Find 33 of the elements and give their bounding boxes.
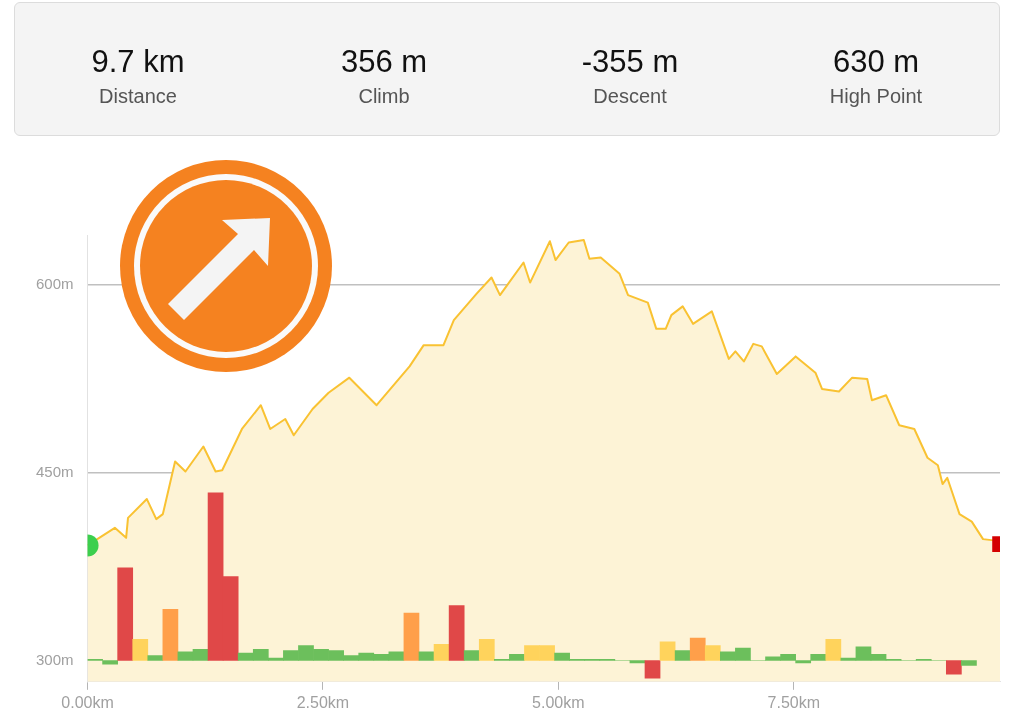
bar	[644, 660, 661, 679]
y-tick-label: 450m	[35, 462, 74, 480]
bar	[433, 643, 450, 661]
category-label: Descent	[592, 85, 668, 108]
bar	[689, 637, 706, 661]
bar	[117, 567, 134, 661]
data-label: 630 m	[831, 43, 921, 81]
x-tick-label: 5.00km	[532, 693, 585, 711]
bar	[825, 638, 842, 661]
data-label: 356 m	[339, 43, 429, 81]
y-tick-label: 600m	[35, 275, 74, 293]
x-tick-label: 7.50km	[767, 693, 821, 711]
y-tick-label: 300m	[35, 650, 74, 668]
category-label: Distance	[98, 85, 178, 108]
x-tick-label: 2.50km	[296, 693, 350, 711]
bar	[132, 638, 149, 661]
category-label: High Point	[828, 85, 924, 108]
bar	[463, 650, 480, 661]
bar	[961, 660, 977, 666]
bar	[403, 612, 420, 661]
data-label: -355 m	[580, 43, 680, 81]
bar	[162, 608, 179, 661]
bar	[448, 605, 465, 661]
bar	[674, 650, 691, 661]
bar	[659, 641, 676, 661]
data-label: 9.7 km	[90, 43, 186, 81]
x-tick-label: 0.00km	[61, 693, 114, 711]
bar	[418, 651, 435, 661]
bar	[478, 638, 495, 661]
bar	[704, 645, 721, 661]
category-label: Climb	[357, 85, 411, 108]
bar	[147, 655, 164, 661]
bar	[946, 660, 962, 675]
